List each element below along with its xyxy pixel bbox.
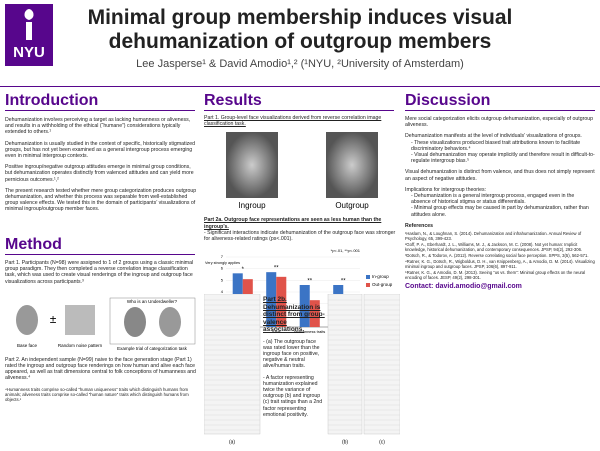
paragraph: Part 2b. Dehumanization is distinct from… xyxy=(263,296,325,333)
x-tick-label: Humanness traits xyxy=(294,329,325,334)
tables: (a) (b) (c) xyxy=(204,294,400,445)
x-tick-label: Alive xyxy=(272,329,281,334)
figure-label: Example trial of categorization task xyxy=(117,346,188,351)
bar xyxy=(266,272,277,328)
bar xyxy=(299,285,310,328)
title-line: dehumanization of outgroup members xyxy=(108,30,492,53)
paragraph: Positive ingroup/negative outgroup attit… xyxy=(5,164,194,183)
paragraph: Part 1. Participants (N=98) were assigne… xyxy=(5,260,194,285)
bullet: - These visualizations produced biased t… xyxy=(411,139,581,152)
legend-swatch xyxy=(366,283,370,288)
bar xyxy=(276,277,287,328)
paragraph: - Significant interactions indicate dehu… xyxy=(204,229,396,243)
paragraph: Dehumanization is usually studied in the… xyxy=(5,140,196,160)
significance: ** xyxy=(274,266,279,272)
authors: Lee Jasperse¹ & David Amodio¹,² (¹NYU, ²… xyxy=(136,58,464,70)
paragraph: Dehumanization manifests at the level of… xyxy=(405,133,582,140)
y-tick-label: 4 xyxy=(221,289,224,294)
table-caption: (a) xyxy=(229,439,235,445)
part2b: Part 2b. Dehumanization is distinct from… xyxy=(263,296,325,423)
paragraph: Mere social categorization elicits outgr… xyxy=(405,116,594,129)
reference: ⁴Ratner, K. G., Dotsch, R., Wigboldus, D… xyxy=(405,259,595,270)
paragraph: The present research tested whether mere… xyxy=(5,187,197,213)
legend-label: Out-group xyxy=(372,282,393,287)
face-label: Ingroup xyxy=(238,202,266,211)
contact: Contact: david.amodio@gmail.com xyxy=(405,283,522,291)
figure-label: Base face xyxy=(17,343,38,348)
method: Method Part 1. Participants (N=98) were … xyxy=(5,236,197,407)
face-label: Outgroup xyxy=(335,202,369,211)
significance: * xyxy=(242,267,245,273)
faces: Ingroup Outgroup xyxy=(226,132,378,211)
y-tick-label: 7 xyxy=(221,254,224,259)
svg-text:±: ± xyxy=(50,312,57,326)
logo: NYU xyxy=(5,4,53,66)
figure-title: Who is an Underdweller? xyxy=(127,299,178,304)
significance: ** xyxy=(341,279,346,285)
table-caption: (c) xyxy=(379,439,385,445)
y-axis-label: Very strongly applies xyxy=(205,261,240,265)
reference: ²Goff, P. A., Eberhardt, J. L., Williams… xyxy=(405,242,583,253)
discussion: Discussion Mere social categorization el… xyxy=(405,92,595,295)
bullet: - Minimal group effects may be caused in… xyxy=(411,205,589,218)
bullet: - A factor representing humanization exp… xyxy=(263,374,323,418)
footnote: ⁴Humanness traits comprise so-called “hu… xyxy=(5,386,189,402)
logo-text: NYU xyxy=(13,44,45,61)
heading: Results xyxy=(204,92,394,111)
heading: Introduction xyxy=(5,92,195,111)
paragraph: Part 2a. Outgroup face representations a… xyxy=(204,217,382,230)
header-rule xyxy=(0,86,600,87)
reference: ³Dotsch, R., & Todorov, A. (2012). Rever… xyxy=(405,253,589,259)
title-line: Minimal group membership induces visual xyxy=(87,6,513,29)
reference: ¹Haslam, N., & Loughnan, S. (2014). Dehu… xyxy=(405,231,582,242)
significance: ** xyxy=(307,279,312,285)
bullet: - (a) The outgroup face was rated lower … xyxy=(263,338,320,370)
figure-label: Random noise pattern xyxy=(58,343,103,348)
references-heading: References xyxy=(405,222,433,229)
legend-swatch xyxy=(366,275,370,280)
paragraph: Dehumanization involves perceiving a tar… xyxy=(5,117,191,136)
bar xyxy=(309,300,320,328)
table-caption: (b) xyxy=(342,439,348,445)
y-tick-label: 5 xyxy=(221,278,224,283)
legend-label: In-group xyxy=(372,274,389,279)
bullet: - Dehumanization is a general intergroup… xyxy=(411,193,575,206)
intro: Introduction Dehumanization involves per… xyxy=(5,92,197,218)
paragraph: Part 2. An independent sample (N=99) nai… xyxy=(5,356,196,382)
reference: ⁵Ratner, K. G., & Amodio, D. M. (2013). … xyxy=(405,270,586,281)
torch-icon xyxy=(24,9,34,40)
heading: Discussion xyxy=(405,92,595,111)
annotation: *p<.01, **p<.001 xyxy=(331,248,361,253)
paragraph: Part 1. Group-level face visualizations … xyxy=(204,115,382,128)
paragraph: Visual dehumanization is distinct from v… xyxy=(405,169,595,182)
heading: Method xyxy=(5,236,195,255)
method-figure: ± Who is an Underdweller? Base face Rand… xyxy=(16,297,196,351)
title: Minimal group membership induces visual d… xyxy=(60,6,540,54)
y-tick-label: 6 xyxy=(221,266,224,271)
bullet: - Visual dehumanization may operate impl… xyxy=(411,152,595,165)
paragraph: Implications for intergroup theories: xyxy=(405,186,487,193)
